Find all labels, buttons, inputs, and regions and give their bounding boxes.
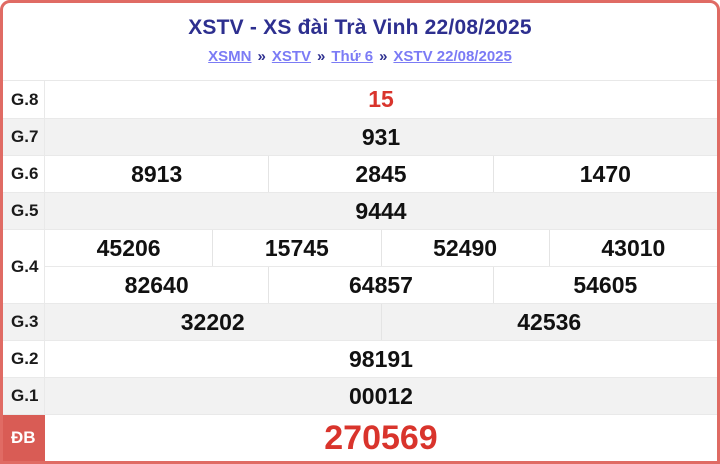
prize-value: 9444	[355, 197, 407, 224]
prize-values: 32202 42536	[45, 304, 717, 340]
prize-value: 32202	[180, 308, 245, 335]
prize-values: 00012	[45, 378, 717, 414]
prize-value: 45206	[96, 234, 161, 261]
prize-label: ĐB	[3, 415, 45, 461]
prize-row-g6: G.6 8913 2845 1470	[3, 155, 717, 192]
prize-subrow: 32202 42536	[45, 304, 717, 340]
prize-label: G.8	[3, 81, 45, 118]
prize-subrow: 00012	[45, 378, 717, 414]
prize-value: 1470	[492, 156, 717, 192]
prize-values: 270569	[45, 415, 717, 461]
prize-row-g1: G.1 00012	[3, 377, 717, 414]
prize-label: G.6	[3, 156, 45, 192]
prize-subrow: 270569	[45, 415, 717, 461]
breadcrumb-separator: »	[317, 48, 326, 65]
prize-row-g8: G.8 15	[3, 81, 717, 118]
results-table: G.8 15 G.7 931 G.6 8913 2845 1470 G.5 9444 G.4 4520…	[3, 80, 717, 461]
prize-values: 8913 2845 1470	[45, 156, 717, 192]
breadcrumb-separator: »	[257, 48, 266, 65]
breadcrumb-link-thu6[interactable]: Thứ 6	[331, 48, 374, 65]
prize-value: 270569	[324, 418, 438, 457]
result-header: XSTV - XS đài Trà Vinh 22/08/2025 XSMN» X…	[3, 3, 717, 80]
prize-values: 98191	[45, 341, 717, 377]
breadcrumb-link-xsmn[interactable]: XSMN	[208, 48, 252, 65]
prize-value: 00012	[349, 382, 413, 409]
breadcrumb: XSMN » XSTV » Thứ 6 » XSTV 22/08/2025	[3, 48, 717, 65]
prize-subrow: 8913 2845 1470	[45, 156, 717, 192]
prize-row-g4: G.4 45206 15745 52490 43010 82640 64857 54605	[3, 229, 717, 303]
breadcrumb-link-xstv[interactable]: XSTV	[271, 48, 312, 65]
prize-value: 64857	[268, 267, 492, 303]
prize-label: G.2	[3, 341, 45, 377]
prize-values: 931	[45, 119, 717, 155]
prize-value: 82640	[124, 271, 189, 298]
prize-value: 15745	[212, 230, 380, 266]
prize-row-g3: G.3 32202 42536	[3, 303, 717, 340]
prize-value: 52490	[380, 230, 549, 266]
prize-value: 931	[361, 123, 401, 150]
prize-value: 2845	[268, 156, 492, 192]
prize-subrow: 45206 15745 52490 43010	[45, 230, 717, 266]
prize-values: 15	[45, 81, 717, 118]
prize-subrow: 98191	[45, 341, 717, 377]
prize-row-g7: G.7 931	[3, 118, 717, 155]
prize-subrow: 931	[45, 119, 717, 155]
prize-value: 54605	[492, 267, 717, 303]
prize-label: G.1	[3, 378, 45, 414]
prize-value: 42536	[380, 304, 718, 340]
prize-subrow: 82640 64857 54605	[45, 266, 717, 303]
breadcrumb-link-xstv-date[interactable]: XSTV 22/08/2025	[393, 48, 512, 65]
page-title: XSTV - XS đài Trà Vinh 22/08/2025	[188, 16, 532, 39]
prize-subrow: 9444	[45, 193, 717, 229]
prize-values: 45206 15745 52490 43010 82640 64857 54605	[45, 230, 717, 303]
prize-values: 9444	[45, 193, 717, 229]
prize-value: 8913	[131, 160, 183, 187]
prize-label: G.4	[3, 230, 45, 303]
prize-label: G.5	[3, 193, 45, 229]
prize-value: 43010	[548, 230, 717, 266]
prize-subrow: 15	[45, 81, 717, 118]
prize-value: 15	[368, 86, 394, 112]
prize-row-g2: G.2 98191	[3, 340, 717, 377]
prize-row-đb: ĐB 270569	[3, 414, 717, 461]
prize-value: 98191	[349, 345, 413, 372]
prize-row-g5: G.5 9444	[3, 192, 717, 229]
prize-label: G.3	[3, 304, 45, 340]
breadcrumb-separator: »	[379, 48, 388, 65]
prize-label: G.7	[3, 119, 45, 155]
